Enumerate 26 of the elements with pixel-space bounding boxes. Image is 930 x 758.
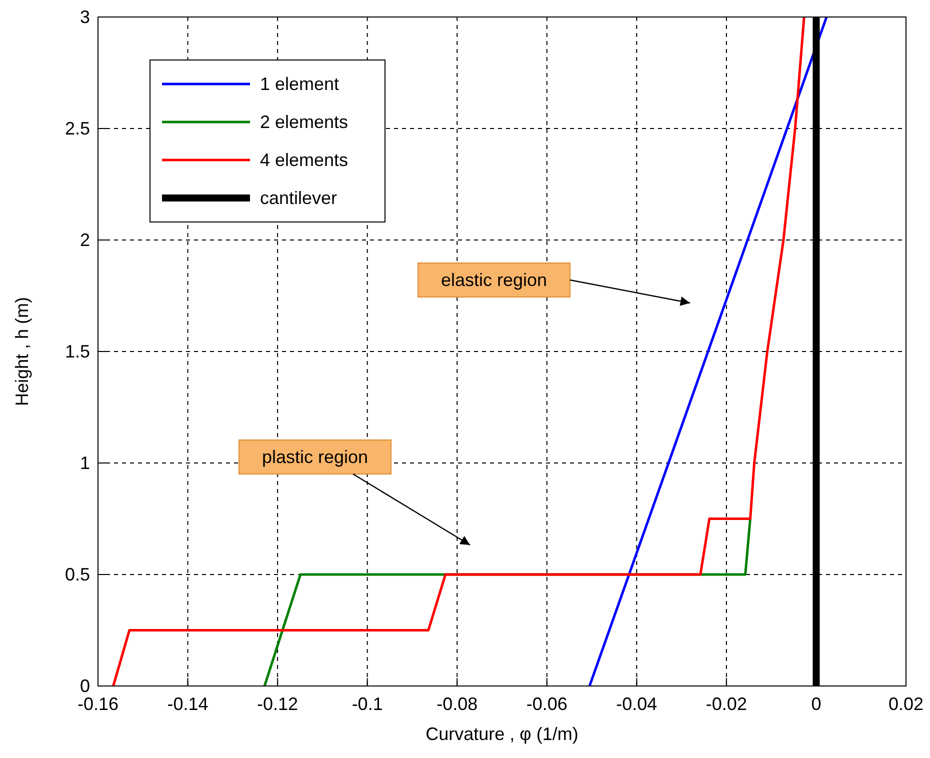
y-tick-label: 3	[80, 7, 90, 27]
y-tick-label: 0.5	[64, 564, 90, 584]
x-axis-title: Curvature , φ (1/m)	[426, 724, 578, 744]
x-tick-label: -0.1	[352, 694, 383, 714]
annotation: elastic region	[440, 270, 548, 290]
legend-label: 4 elements	[260, 150, 348, 170]
x-tick-label: 0.02	[888, 694, 924, 714]
x-tick-label: -0.02	[706, 694, 747, 714]
x-tick-label: 0	[811, 694, 822, 714]
line-series	[112, 16, 806, 688]
x-tick-label: -0.12	[257, 694, 298, 714]
x-tick-label: -0.14	[167, 694, 208, 714]
y-tick-label: 0	[80, 676, 90, 696]
legend-label: cantilever	[260, 188, 338, 208]
annotation: plastic region	[262, 447, 368, 467]
y-tick-label: 1	[80, 453, 90, 473]
y-axis-title: Height , h (m)	[12, 296, 32, 406]
x-tick-label: -0.06	[526, 694, 568, 714]
y-tick-label: 2	[80, 230, 90, 250]
x-tick-label: -0.04	[616, 694, 658, 714]
y-tick-label: 2.5	[64, 118, 90, 138]
x-tick-label: -0.16	[77, 694, 119, 714]
y-tick-label: 1.5	[64, 342, 90, 362]
x-tick-label: -0.08	[436, 694, 478, 714]
legend-label: 2 elements	[260, 112, 348, 132]
legend-label: 1 element	[260, 74, 340, 94]
